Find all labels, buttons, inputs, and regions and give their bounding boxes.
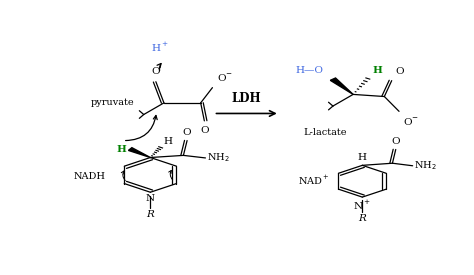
Text: NH$_2$: NH$_2$	[207, 152, 230, 164]
Text: NADH: NADH	[74, 172, 106, 182]
Text: L-lactate: L-lactate	[303, 128, 347, 137]
Text: O: O	[183, 128, 191, 137]
Text: H: H	[117, 145, 127, 153]
FancyArrowPatch shape	[157, 64, 161, 70]
Text: O: O	[395, 67, 404, 76]
FancyArrowPatch shape	[126, 116, 157, 141]
Text: O$^{-}$: O$^{-}$	[217, 72, 233, 83]
Text: N: N	[146, 194, 155, 203]
FancyArrowPatch shape	[169, 170, 173, 180]
Text: N$^+$: N$^+$	[353, 199, 371, 212]
Text: O: O	[152, 67, 160, 76]
FancyArrowPatch shape	[121, 171, 125, 180]
Text: O$^{-}$: O$^{-}$	[403, 116, 419, 127]
Text: R: R	[146, 210, 155, 219]
Polygon shape	[330, 78, 353, 94]
Text: NH$_2$: NH$_2$	[414, 160, 437, 172]
Text: R: R	[358, 214, 366, 223]
Text: H: H	[358, 153, 367, 161]
Text: H—O: H—O	[296, 66, 324, 75]
Text: LDH: LDH	[232, 92, 262, 105]
Text: O: O	[392, 137, 400, 146]
Text: NAD$^+$: NAD$^+$	[298, 174, 330, 187]
Text: H: H	[372, 66, 382, 75]
Text: H$^+$: H$^+$	[151, 41, 169, 54]
Text: pyruvate: pyruvate	[91, 98, 134, 107]
Text: H: H	[164, 137, 173, 146]
Polygon shape	[128, 148, 150, 158]
Text: O: O	[200, 126, 209, 135]
